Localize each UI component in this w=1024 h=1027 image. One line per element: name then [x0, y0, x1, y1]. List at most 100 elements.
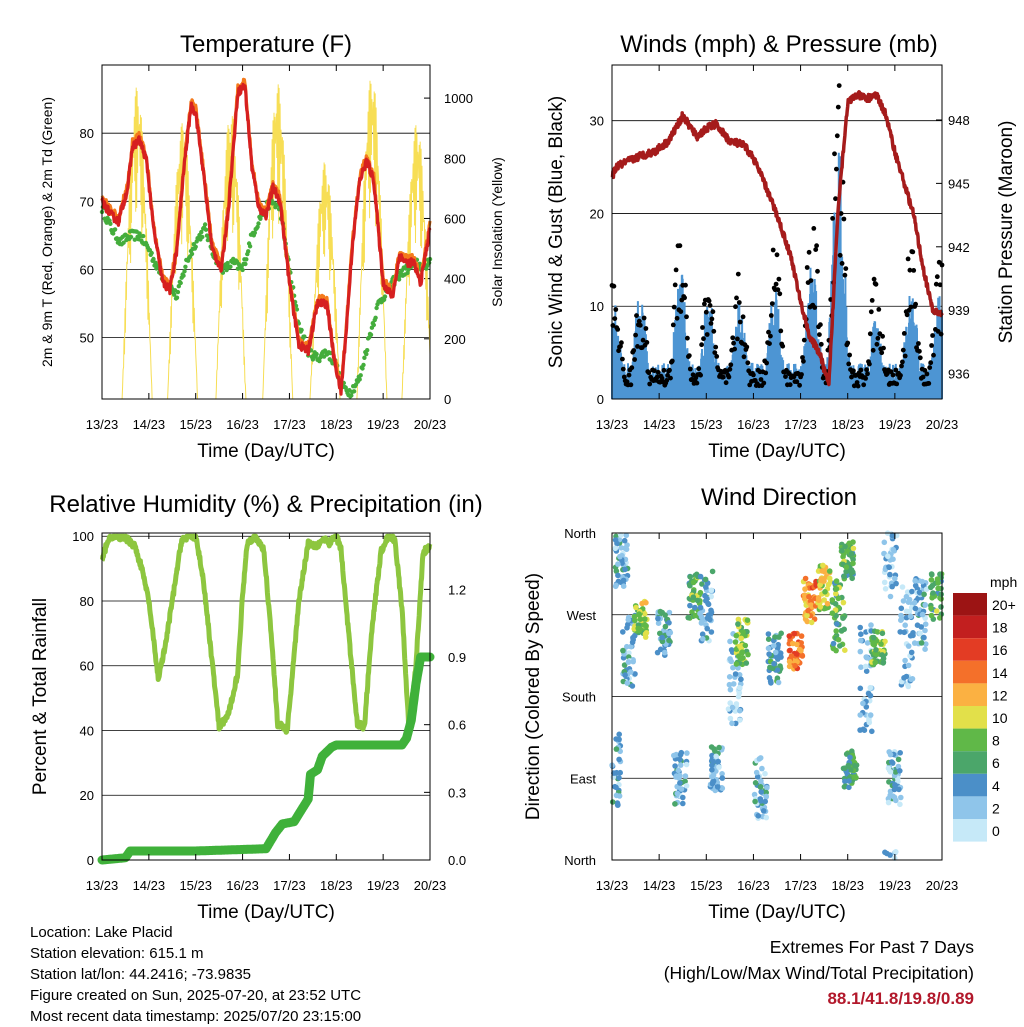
legend-swatch	[953, 706, 987, 729]
direction-point	[764, 784, 770, 791]
gust-point	[703, 309, 709, 315]
direction-point	[889, 533, 896, 539]
gust-point	[629, 365, 635, 371]
gust-point	[834, 166, 839, 172]
direction-point	[898, 794, 904, 801]
y-tick-label: 80	[80, 594, 94, 609]
direction-point	[757, 755, 764, 761]
dewpoint-point	[247, 244, 253, 249]
direction-point	[768, 680, 774, 686]
speed-legend: mph 20+ 18 16 14 12 10 8 6 4 2 0	[953, 574, 1017, 842]
x-axis-label: Time (Day/UTC)	[708, 902, 846, 923]
direction-point	[703, 584, 709, 590]
direction-point	[622, 672, 628, 678]
direction-point	[666, 620, 672, 626]
extremes-box: Extremes For Past 7 Days (High/Low/Max W…	[664, 934, 974, 1012]
direction-point	[799, 653, 806, 659]
direction-point	[729, 720, 735, 727]
gust-point	[931, 352, 936, 358]
gust-point	[924, 371, 930, 377]
direction-point	[614, 802, 621, 808]
direction-point	[629, 639, 636, 646]
humidity-series	[99, 533, 433, 736]
direction-point	[635, 625, 641, 632]
x-tick-label: 14/23	[133, 878, 166, 893]
y-tick-label: West	[567, 608, 597, 623]
legend-label: 18	[992, 620, 1008, 636]
gust-point	[797, 382, 802, 388]
legend-swatch	[953, 660, 987, 684]
gust-point	[846, 361, 852, 367]
direction-point	[922, 627, 928, 634]
direction-point	[618, 532, 624, 538]
gust-point	[696, 366, 702, 372]
gust-point	[881, 345, 886, 351]
y-tick-label: 30	[590, 114, 604, 129]
direction-point	[862, 663, 869, 670]
direction-point	[880, 655, 887, 662]
gust-point	[655, 369, 661, 375]
gust-point	[879, 350, 885, 356]
gust-point	[818, 341, 824, 347]
gust-point	[830, 216, 835, 221]
direction-point	[692, 604, 698, 611]
gust-point	[876, 307, 882, 312]
dewpoint-point	[351, 389, 357, 394]
gust-point	[701, 336, 706, 342]
direction-point	[625, 659, 632, 665]
gust-point	[758, 377, 764, 382]
legend-label: 2	[992, 800, 1000, 816]
direction-point	[694, 597, 701, 604]
direction-point	[609, 799, 616, 805]
y-tick-label: 60	[80, 659, 94, 674]
direction-point	[733, 701, 740, 707]
direction-point	[659, 634, 665, 641]
direction-point	[613, 746, 620, 752]
chart-title: Temperature (F)	[180, 31, 352, 58]
gust-point	[669, 358, 675, 364]
gust-point	[884, 371, 890, 376]
direction-point	[895, 763, 902, 770]
gust-point	[917, 355, 923, 361]
direction-point	[817, 582, 823, 588]
x-axis-label: Time (Day/UTC)	[197, 441, 335, 462]
direction-point	[752, 798, 758, 805]
gust-point	[735, 336, 740, 342]
legend-label: 8	[992, 733, 1000, 749]
direction-point	[727, 700, 733, 706]
direction-point	[816, 597, 822, 603]
dewpoint-point	[396, 277, 402, 282]
gust-point	[813, 247, 819, 253]
direction-point	[918, 640, 925, 646]
gust-point	[766, 329, 771, 335]
gust-point	[673, 267, 679, 273]
gust-point	[730, 335, 736, 341]
direction-point	[766, 651, 772, 657]
x-tick-label: 13/23	[86, 417, 119, 432]
gust-point	[916, 341, 921, 346]
direction-point	[690, 594, 697, 600]
x-tick-label: 18/23	[831, 417, 864, 432]
gust-point	[713, 344, 719, 350]
direction-point	[881, 579, 888, 586]
direction-point	[677, 756, 683, 763]
x-tick-label: 14/23	[643, 417, 676, 432]
gust-point	[890, 372, 896, 378]
direction-point	[633, 604, 639, 611]
direction-point	[848, 567, 854, 573]
gust-point	[863, 376, 868, 381]
dewpoint-point	[302, 334, 307, 339]
direction-point	[905, 683, 912, 690]
y-axis-label: 2m & 9m T (Red, Orange) & 2m Td (Green)	[39, 97, 55, 367]
gust-point	[632, 357, 637, 362]
direction-point	[870, 634, 877, 641]
direction-point	[842, 647, 848, 653]
gust-point	[678, 309, 684, 314]
direction-point	[825, 581, 832, 588]
direction-point	[905, 662, 912, 669]
direction-point	[758, 789, 764, 795]
direction-point	[708, 593, 714, 600]
direction-point	[873, 647, 879, 653]
direction-point	[667, 629, 674, 636]
gust-point	[839, 261, 845, 266]
